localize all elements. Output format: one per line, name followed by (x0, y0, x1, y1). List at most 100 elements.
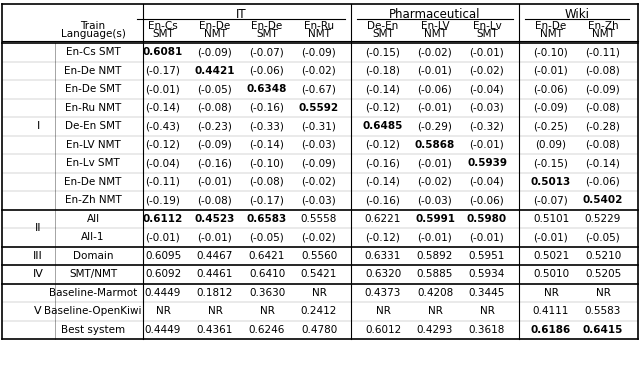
Text: I: I (36, 121, 40, 131)
Text: (-0.08): (-0.08) (586, 103, 620, 113)
Text: (-0.02): (-0.02) (301, 66, 337, 76)
Text: IV: IV (33, 269, 44, 279)
Text: 0.5421: 0.5421 (301, 269, 337, 279)
Text: En-Zh: En-Zh (588, 21, 618, 31)
Text: (-0.05): (-0.05) (586, 232, 620, 242)
Text: (-0.09): (-0.09) (534, 103, 568, 113)
Text: NMT: NMT (308, 29, 330, 39)
Text: (-0.08): (-0.08) (198, 103, 232, 113)
Text: 0.5010: 0.5010 (533, 269, 569, 279)
Text: 0.5210: 0.5210 (585, 251, 621, 261)
Text: (-0.16): (-0.16) (365, 195, 401, 205)
Text: (-0.14): (-0.14) (586, 158, 620, 168)
Text: (-0.06): (-0.06) (470, 195, 504, 205)
Text: 0.5021: 0.5021 (533, 251, 569, 261)
Text: En-De SMT: En-De SMT (65, 84, 121, 94)
Text: (-0.29): (-0.29) (417, 121, 452, 131)
Text: En-Cs SMT: En-Cs SMT (66, 47, 120, 57)
Text: NR: NR (376, 306, 390, 316)
Text: NR: NR (207, 306, 223, 316)
Text: (-0.02): (-0.02) (470, 66, 504, 76)
Text: 0.6415: 0.6415 (583, 325, 623, 335)
Text: (-0.04): (-0.04) (146, 158, 180, 168)
Text: (-0.09): (-0.09) (301, 158, 337, 168)
Text: 0.3618: 0.3618 (469, 325, 505, 335)
Text: (-0.02): (-0.02) (418, 177, 452, 187)
Text: 0.6081: 0.6081 (143, 47, 183, 57)
Text: En-Lv SMT: En-Lv SMT (66, 158, 120, 168)
Text: 0.4461: 0.4461 (197, 269, 233, 279)
Text: (-0.01): (-0.01) (418, 158, 452, 168)
Text: (-0.01): (-0.01) (418, 232, 452, 242)
Text: NMT: NMT (591, 29, 614, 39)
Text: NR: NR (428, 306, 442, 316)
Text: 0.2412: 0.2412 (301, 306, 337, 316)
Text: (-0.17): (-0.17) (250, 195, 284, 205)
Text: (-0.31): (-0.31) (301, 121, 337, 131)
Text: NR: NR (596, 288, 611, 298)
Text: 0.5101: 0.5101 (533, 214, 569, 224)
Text: 0.5560: 0.5560 (301, 251, 337, 261)
Text: (-0.03): (-0.03) (418, 195, 452, 205)
Text: 0.6246: 0.6246 (249, 325, 285, 335)
Text: De-En SMT: De-En SMT (65, 121, 121, 131)
Text: (-0.12): (-0.12) (145, 140, 180, 150)
Text: 0.4208: 0.4208 (417, 288, 453, 298)
Text: All: All (86, 214, 100, 224)
Text: (-0.33): (-0.33) (250, 121, 284, 131)
Text: En-Ru NMT: En-Ru NMT (65, 103, 121, 113)
Text: De-En: De-En (367, 21, 399, 31)
Text: (-0.16): (-0.16) (250, 103, 284, 113)
Text: (-0.12): (-0.12) (365, 140, 401, 150)
Text: (-0.01): (-0.01) (146, 84, 180, 94)
Text: 0.4373: 0.4373 (365, 288, 401, 298)
Text: (-0.09): (-0.09) (586, 84, 620, 94)
Text: 0.5951: 0.5951 (469, 251, 505, 261)
Text: 0.6095: 0.6095 (145, 251, 181, 261)
Text: 0.5402: 0.5402 (583, 195, 623, 205)
Text: NR: NR (479, 306, 495, 316)
Text: 0.5583: 0.5583 (585, 306, 621, 316)
Text: (-0.02): (-0.02) (301, 177, 337, 187)
Text: 0.6221: 0.6221 (365, 214, 401, 224)
Text: (-0.01): (-0.01) (418, 103, 452, 113)
Text: (-0.01): (-0.01) (534, 66, 568, 76)
Text: NR: NR (543, 288, 559, 298)
Text: 0.5592: 0.5592 (299, 103, 339, 113)
Text: 0.3630: 0.3630 (249, 288, 285, 298)
Text: SMT: SMT (476, 29, 498, 39)
Text: 0.4111: 0.4111 (533, 306, 569, 316)
Text: (-0.01): (-0.01) (198, 232, 232, 242)
Text: 0.5991: 0.5991 (415, 214, 455, 224)
Text: Wiki: Wiki (564, 7, 589, 21)
Text: 0.5980: 0.5980 (467, 214, 507, 224)
Text: (-0.02): (-0.02) (301, 232, 337, 242)
Text: (-0.05): (-0.05) (250, 232, 284, 242)
Text: 0.5558: 0.5558 (301, 214, 337, 224)
Text: (-0.23): (-0.23) (198, 121, 232, 131)
Text: (-0.01): (-0.01) (470, 232, 504, 242)
Text: Baseline-Marmot: Baseline-Marmot (49, 288, 137, 298)
Text: 0.6583: 0.6583 (247, 214, 287, 224)
Text: NMT: NMT (424, 29, 447, 39)
Text: 0.5885: 0.5885 (417, 269, 453, 279)
Text: (-0.03): (-0.03) (301, 140, 337, 150)
Text: IT: IT (236, 7, 246, 21)
Text: 0.5229: 0.5229 (585, 214, 621, 224)
Text: (-0.16): (-0.16) (365, 158, 401, 168)
Text: (-0.43): (-0.43) (145, 121, 180, 131)
Text: En-LV: En-LV (420, 21, 449, 31)
Text: (-0.17): (-0.17) (145, 66, 180, 76)
Text: (-0.19): (-0.19) (145, 195, 180, 205)
Text: En-De: En-De (200, 21, 230, 31)
Text: (-0.04): (-0.04) (470, 177, 504, 187)
Text: 0.6348: 0.6348 (247, 84, 287, 94)
Text: (-0.03): (-0.03) (470, 103, 504, 113)
Text: III: III (33, 251, 43, 261)
Text: (-0.01): (-0.01) (198, 177, 232, 187)
Text: En-Lv: En-Lv (472, 21, 501, 31)
Text: V: V (34, 306, 42, 316)
Text: NMT: NMT (204, 29, 227, 39)
Text: (-0.15): (-0.15) (365, 47, 401, 57)
Text: All-1: All-1 (81, 232, 105, 242)
